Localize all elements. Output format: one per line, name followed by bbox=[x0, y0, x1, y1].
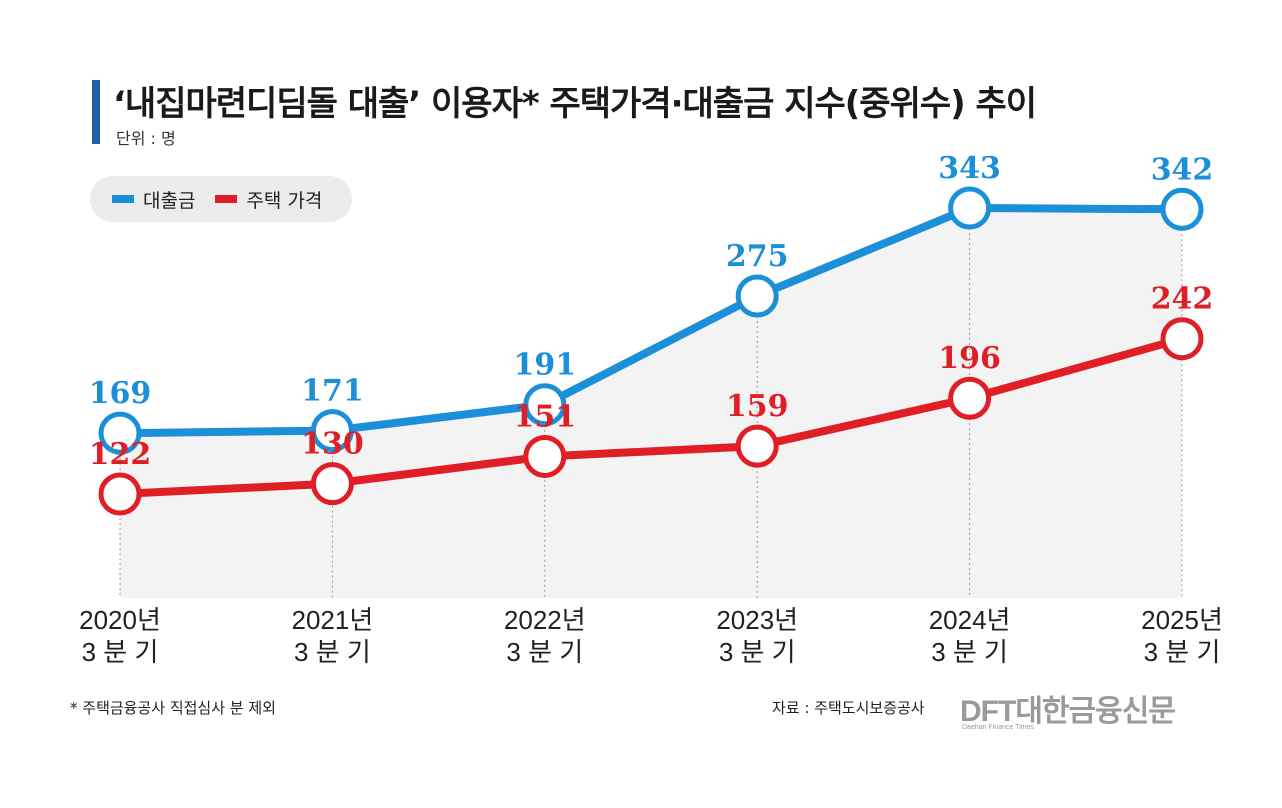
point-loan-3 bbox=[735, 274, 779, 318]
data-label-loan-5: 342 bbox=[1151, 152, 1214, 187]
x-tick-quarter-1: 3 분 기 bbox=[294, 637, 371, 667]
point-house-0 bbox=[98, 472, 142, 516]
point-loan-1 bbox=[310, 409, 354, 453]
source-label: 자료 : 주택도시보증공사 bbox=[772, 699, 925, 717]
data-label-house-5: 242 bbox=[1151, 282, 1214, 317]
brand-logo-subtitle: Daehan Finance Times bbox=[962, 724, 1034, 731]
point-loan-2 bbox=[523, 383, 567, 427]
x-tick-year-5: 2025년 bbox=[1141, 605, 1223, 635]
x-tick-year-2: 2022년 bbox=[504, 605, 586, 635]
series-line-loan bbox=[119, 204, 1183, 438]
point-house-5 bbox=[1160, 317, 1204, 361]
legend-swatch-loan bbox=[112, 195, 134, 203]
chart-title: ‘내집마련디딤돌 대출’ 이용자* 주택가격·대출금 지수(중위수) 추이 bbox=[113, 84, 1037, 124]
data-label-house-4: 196 bbox=[938, 341, 1001, 376]
data-label-loan-3: 275 bbox=[726, 239, 789, 274]
data-label-house-1: 130 bbox=[301, 427, 364, 462]
legend-label-house: 주택 가격 bbox=[246, 189, 323, 212]
point-house-3 bbox=[735, 424, 779, 468]
x-tick-quarter-3: 3 분 기 bbox=[719, 637, 796, 667]
data-label-house-3: 159 bbox=[726, 389, 789, 424]
x-tick-quarter-5: 3 분 기 bbox=[1144, 637, 1221, 667]
data-label-loan-0: 169 bbox=[89, 376, 152, 411]
point-house-1 bbox=[310, 462, 354, 506]
x-tick-year-1: 2021년 bbox=[292, 605, 374, 635]
data-label-loan-1: 171 bbox=[301, 374, 364, 409]
chart-area-fill bbox=[120, 208, 1182, 598]
x-tick-year-0: 2020년 bbox=[79, 605, 161, 635]
data-label-house-0: 122 bbox=[89, 437, 152, 472]
title-accent-bar bbox=[92, 80, 100, 144]
x-tick-quarter-4: 3 분 기 bbox=[931, 637, 1008, 667]
point-loan-5 bbox=[1160, 187, 1204, 231]
legend-item-loan: 대출금 bbox=[112, 186, 195, 213]
brand-logo: DFT대한금융신문 bbox=[960, 695, 1176, 728]
unit-label: 단위 : 명 bbox=[116, 129, 176, 148]
legend-swatch-house bbox=[215, 195, 238, 203]
x-tick-year-4: 2024년 bbox=[929, 605, 1011, 635]
series-line-house bbox=[119, 334, 1184, 498]
legend-item-house: 주택 가격 bbox=[215, 186, 322, 213]
data-label-loan-4: 343 bbox=[938, 151, 1001, 186]
point-house-2 bbox=[523, 434, 567, 478]
legend-label-loan: 대출금 bbox=[143, 189, 196, 212]
x-tick-quarter-2: 3 분 기 bbox=[506, 637, 583, 667]
point-loan-4 bbox=[948, 186, 992, 230]
footnote: * 주택금융공사 직접심사 분 제외 bbox=[70, 699, 276, 717]
point-loan-0 bbox=[98, 411, 142, 455]
legend: 대출금 주택 가격 bbox=[90, 176, 352, 222]
point-house-4 bbox=[948, 376, 992, 420]
data-label-loan-2: 191 bbox=[513, 348, 576, 383]
x-tick-year-3: 2023년 bbox=[716, 605, 798, 635]
x-tick-quarter-0: 3 분 기 bbox=[82, 637, 159, 667]
data-label-house-2: 151 bbox=[513, 399, 576, 434]
